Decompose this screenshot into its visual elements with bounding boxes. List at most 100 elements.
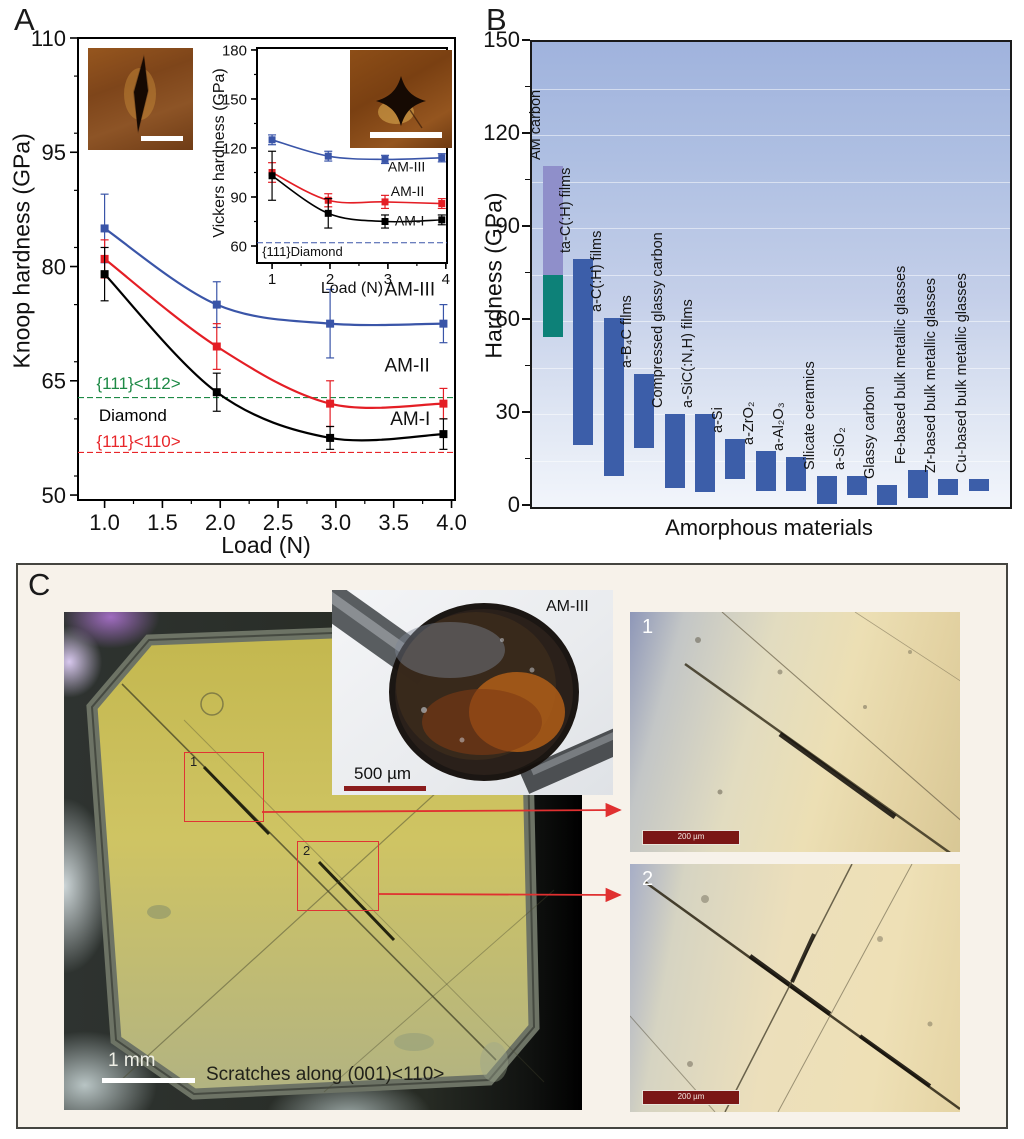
sample-scalebar	[102, 1078, 195, 1083]
bar-label: a-Si	[710, 407, 727, 433]
vickers-photo-scalebar	[370, 132, 442, 138]
bar-a-Si	[725, 438, 746, 480]
am3-chip-label: AM-III	[546, 598, 589, 615]
bar-label: a-SiC(:N,H) films	[680, 299, 696, 408]
svg-text:4.0: 4.0	[436, 510, 467, 535]
gridline	[532, 228, 1010, 229]
panel-b: B AM carbon ta-C(:H) films a-C(:H) films a-…	[480, 0, 1024, 562]
gridline	[532, 88, 1010, 90]
amorphous-y-axis-title: Hardness (GPa)	[480, 192, 507, 359]
svg-text:60: 60	[230, 238, 247, 255]
bar-label: a-B₄C films	[619, 294, 636, 368]
b-minor-tick	[525, 85, 530, 88]
svg-text:90: 90	[230, 189, 247, 206]
scratches-caption: Scratches along (001)<110>	[206, 1064, 445, 1085]
b-tick	[522, 132, 530, 134]
bar-Silicate ceramics	[816, 476, 837, 504]
knoop-indentation-graphic	[124, 54, 156, 134]
svg-text:AM-III: AM-III	[388, 159, 425, 175]
svg-text:Diamond: Diamond	[99, 406, 167, 425]
b-tick	[522, 504, 530, 506]
scratch-closeup-2-scalebar: 200 µm	[642, 1090, 740, 1105]
b-tick-label: 30	[495, 399, 520, 424]
b-tick-label: 0	[507, 492, 520, 517]
scratch-closeup-2-photo: 2 200 µm	[630, 864, 960, 1112]
gridline	[532, 181, 1010, 183]
gridline	[532, 367, 1010, 369]
vickers-indentation-photo	[350, 50, 452, 148]
bar-label: a-ZrO₂	[740, 401, 757, 446]
bar-label: AM carbon	[528, 89, 544, 160]
bar-AM carbon	[543, 274, 563, 337]
gridline	[532, 274, 1010, 276]
bar-label: Zr-based bulk metallic glasses	[923, 278, 940, 474]
b-minor-tick	[525, 457, 530, 460]
am3-chip-photo: AM-III 500 µm	[332, 590, 613, 795]
vickers-x-axis-title: Load (N)	[320, 280, 384, 297]
svg-text:1.0: 1.0	[89, 510, 120, 535]
b-tick-label: 120	[483, 120, 520, 145]
am3-chip-graphic	[332, 590, 613, 794]
b-tick-label: 150	[483, 27, 520, 52]
knoop-y-axis-title: Knoop hardness (GPa)	[8, 133, 35, 369]
knoop-indentation-photo	[88, 48, 193, 150]
bar-Compressed glassy carbon	[664, 414, 685, 489]
bar-label: a-C(:H) films	[588, 230, 605, 312]
scratch-closeup-1-number: 1	[642, 616, 654, 638]
scratch-closeup-2-number: 2	[642, 868, 654, 890]
svg-text:95: 95	[42, 140, 66, 165]
bar-Cu-based bulk metallic glasses	[968, 479, 989, 492]
bar-Glassy carbon	[877, 485, 898, 506]
bar-Zr-based bulk metallic glasses	[938, 479, 959, 495]
bar-a-ZrO₂	[755, 451, 776, 492]
knoop-x-axis-title: Load (N)	[221, 532, 311, 558]
svg-text:{111}<110>: {111}<110>	[97, 432, 181, 451]
bar-label: Glassy carbon	[862, 386, 879, 480]
b-tick-label: 90	[495, 213, 520, 238]
scratch-region-1-number: 1	[190, 754, 198, 769]
bar-ta-C(:H) films	[573, 259, 594, 445]
bar-a-C(:H) films	[603, 317, 624, 476]
am3-scale-label: 500 µm	[354, 764, 412, 783]
scratch-closeup-1-graphic	[684, 612, 960, 852]
scratch-region-1-box: 1	[184, 752, 264, 822]
amorphous-x-axis-title: Amorphous materials	[665, 515, 873, 540]
bar-label: a-Al₂O₃	[771, 402, 788, 452]
gridline	[532, 321, 1010, 322]
sample-scale-label: 1 mm	[108, 1050, 156, 1071]
b-tick	[522, 318, 530, 320]
knoop-photo-scalebar	[141, 136, 183, 141]
b-minor-tick	[525, 178, 530, 181]
bar-a-SiO₂	[847, 476, 867, 495]
bar-a-B₄C films	[634, 373, 655, 449]
b-tick-label: 60	[495, 306, 520, 331]
panel-c: C	[16, 563, 1008, 1129]
bar-a-SiC(:N,H) films	[695, 414, 715, 492]
svg-text:AM-II: AM-II	[391, 183, 424, 199]
scratch-closeup-1-scale-label: 200 µm	[677, 832, 705, 841]
svg-text:3.5: 3.5	[378, 510, 409, 535]
scratch-region-2-number: 2	[303, 843, 311, 858]
svg-text:110: 110	[31, 26, 66, 51]
gridline	[532, 414, 1010, 415]
svg-text:65: 65	[42, 369, 66, 394]
am3-scalebar	[344, 786, 426, 791]
svg-text:50: 50	[42, 483, 66, 508]
panel-b-label: B	[486, 2, 507, 37]
b-tick	[522, 39, 530, 41]
panel-a-label: A	[14, 2, 35, 37]
scratch-closeup-2-graphic	[630, 864, 960, 1112]
b-tick	[522, 411, 530, 413]
scratch-closeup-2-scale-label: 200 µm	[677, 1092, 705, 1101]
svg-text:{111}<112>: {111}<112>	[97, 374, 181, 393]
bar-label: Fe-based bulk metallic glasses	[892, 265, 909, 464]
svg-text:80: 80	[42, 254, 66, 279]
bar-a-Al₂O₃	[786, 457, 807, 492]
bar-label: a-SiO₂	[832, 427, 848, 470]
bar-label: Compressed glassy carbon	[649, 232, 666, 408]
scratch-closeup-1-scalebar: 200 µm	[642, 830, 740, 845]
svg-text:{111}Diamond: {111}Diamond	[262, 244, 342, 259]
bar-label: Silicate ceramics	[801, 361, 818, 470]
bar-Fe-based bulk metallic glasses	[907, 469, 928, 498]
bar-label: ta-C(:H) films	[558, 167, 575, 253]
